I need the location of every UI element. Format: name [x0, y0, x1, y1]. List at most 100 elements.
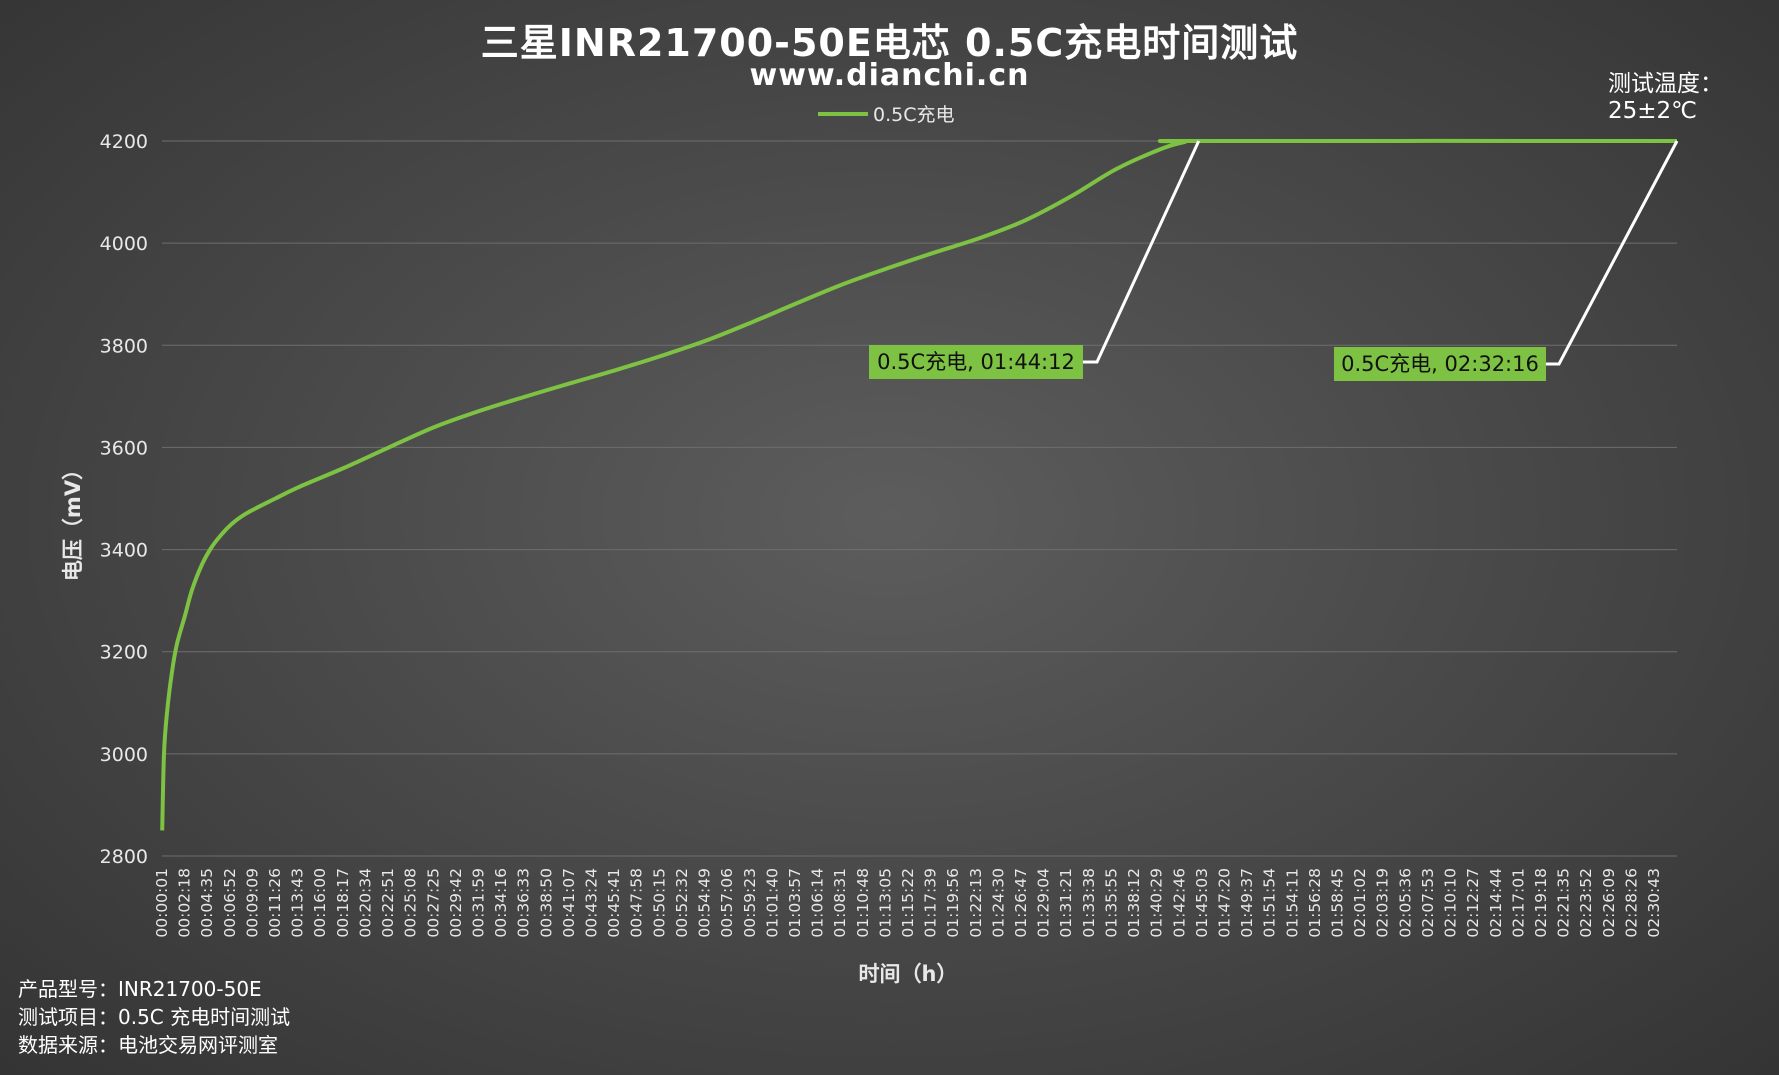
x-tick-label: 02:07:53	[1419, 868, 1437, 938]
x-tick-label: 00:41:07	[560, 868, 578, 938]
y-tick-label: 2800	[100, 846, 148, 868]
x-tick-label: 02:28:26	[1622, 868, 1640, 938]
chart-subtitle: www.dianchi.cn	[749, 58, 1030, 93]
x-tick-label: 00:31:59	[469, 868, 487, 938]
x-tick-label: 02:26:09	[1600, 868, 1618, 938]
y-tick-label: 4200	[100, 131, 148, 153]
x-tick-label: 01:10:48	[854, 868, 872, 938]
x-tick-label: 01:47:20	[1215, 868, 1233, 938]
x-tick-label: 01:42:46	[1170, 868, 1188, 938]
temperature-label: 测试温度：	[1608, 71, 1723, 97]
x-tick-label: 00:50:15	[650, 868, 668, 938]
x-tick-label: 02:14:44	[1487, 868, 1505, 938]
x-tick-label: 02:19:18	[1532, 868, 1550, 938]
x-tick-label: 00:43:24	[583, 868, 601, 938]
x-tick-label: 02:03:19	[1374, 868, 1392, 938]
x-tick-label: 00:47:58	[628, 868, 646, 938]
x-tick-label: 01:35:55	[1102, 868, 1120, 938]
y-tick-label: 3400	[100, 540, 148, 562]
x-tick-label: 00:18:17	[334, 868, 352, 938]
legend-label: 0.5C充电	[873, 104, 954, 126]
x-tick-label: 01:01:40	[763, 868, 781, 938]
footer-model: 产品型号：INR21700-50E	[18, 977, 262, 1001]
legend: 0.5C充电	[818, 104, 954, 126]
x-tick-label: 00:00:01	[153, 868, 171, 938]
x-tick-label: 00:27:25	[424, 868, 442, 938]
x-tick-label: 00:29:42	[447, 868, 465, 938]
x-tick-label: 02:12:27	[1464, 868, 1482, 938]
y-tick-label: 3800	[100, 335, 148, 357]
x-tick-label: 01:17:39	[922, 868, 940, 938]
series-line-0	[160, 138, 1678, 831]
grid-lines	[162, 140, 1677, 857]
x-tick-label: 01:58:45	[1329, 868, 1347, 938]
x-tick-label: 00:02:18	[176, 868, 194, 938]
x-tick-label: 02:17:01	[1509, 868, 1527, 938]
x-tick-label: 01:13:05	[876, 868, 894, 938]
x-tick-label: 02:21:35	[1555, 868, 1573, 938]
x-tick-label: 01:49:37	[1238, 868, 1256, 938]
x-tick-label: 01:03:57	[786, 868, 804, 938]
x-tick-label: 00:22:51	[379, 868, 397, 938]
y-axis-title: 电压（mV）	[61, 459, 85, 581]
x-tick-label: 02:10:10	[1442, 868, 1460, 938]
x-tick-label: 00:16:00	[311, 868, 329, 938]
chart-title: 三星INR21700-50E电芯 0.5C充电时间测试	[480, 21, 1299, 65]
x-tick-label: 01:33:38	[1080, 868, 1098, 938]
x-tick-label: 00:34:16	[492, 868, 510, 938]
x-tick-label: 01:22:13	[967, 868, 985, 938]
footer-source: 数据来源：电池交易网评测室	[18, 1033, 278, 1057]
x-tick-label: 00:06:52	[221, 868, 239, 938]
x-tick-label: 01:29:04	[1035, 868, 1053, 938]
y-tick-label: 3000	[100, 744, 148, 766]
x-tick-label: 01:45:03	[1193, 868, 1211, 938]
x-tick-label: 01:51:54	[1261, 868, 1279, 938]
x-tick-label: 02:01:02	[1351, 868, 1369, 938]
callout-box	[1334, 347, 1546, 381]
x-axis-title: 时间（h）	[859, 962, 958, 986]
series-layer	[160, 138, 1678, 831]
y-tick-label: 4000	[100, 233, 148, 255]
x-tick-label: 01:54:11	[1283, 868, 1301, 938]
footer-notes: 产品型号：INR21700-50E 测试项目：0.5C 充电时间测试 数据来源：…	[18, 975, 290, 1059]
x-tick-label: 00:36:33	[515, 868, 533, 938]
x-tick-label: 00:13:43	[289, 868, 307, 938]
x-tick-label: 02:30:43	[1645, 868, 1663, 938]
x-tick-label: 01:26:47	[1012, 868, 1030, 938]
x-tick-label: 01:24:30	[989, 868, 1007, 938]
x-tick-label: 01:38:12	[1125, 868, 1143, 938]
footer-test-item: 测试项目：0.5C 充电时间测试	[18, 1005, 291, 1029]
x-tick-label: 01:19:56	[944, 868, 962, 938]
x-tick-label: 01:40:29	[1148, 868, 1166, 938]
x-tick-label: 01:06:14	[809, 868, 827, 938]
x-tick-label: 00:54:49	[696, 868, 714, 938]
x-tick-label: 00:45:41	[605, 868, 623, 938]
callout-label: 0.5C充电, 01:44:12	[877, 350, 1075, 374]
x-tick-label: 00:25:08	[402, 868, 420, 938]
x-tick-label: 02:23:52	[1577, 868, 1595, 938]
y-axis: 2800 3000 3200 3400 3600 3800 4000 4200	[100, 131, 148, 868]
y-tick-label: 3200	[100, 642, 148, 664]
x-tick-label: 00:04:35	[198, 868, 216, 938]
callout-label: 0.5C充电, 02:32:16	[1341, 352, 1539, 376]
x-tick-label: 00:38:50	[537, 868, 555, 938]
x-tick-label: 00:09:09	[243, 868, 261, 938]
x-tick-label: 01:08:31	[831, 868, 849, 938]
callout-leader	[1546, 140, 1679, 366]
x-tick-label: 00:11:26	[266, 868, 284, 938]
x-tick-label: 00:57:06	[718, 868, 736, 938]
x-tick-label: 00:20:34	[356, 868, 374, 938]
y-tick-label: 3600	[100, 437, 148, 459]
x-tick-label: 00:59:23	[741, 868, 759, 938]
x-tick-label: 01:56:28	[1306, 868, 1324, 938]
callout-leader	[1083, 140, 1201, 364]
x-axis: 00:00:01 00:02:18 00:04:35 00:06:52 00:09:09…	[153, 868, 1663, 938]
x-tick-label: 01:15:22	[899, 868, 917, 938]
x-tick-label: 00:52:32	[673, 868, 691, 938]
x-tick-label: 01:31:21	[1057, 868, 1075, 938]
temperature-value: 25±2℃	[1608, 98, 1698, 124]
x-tick-label: 02:05:36	[1396, 868, 1414, 938]
callout-layer: 0.5C充电, 01:44:12 0.5C充电, 02:32:16	[869, 140, 1679, 381]
